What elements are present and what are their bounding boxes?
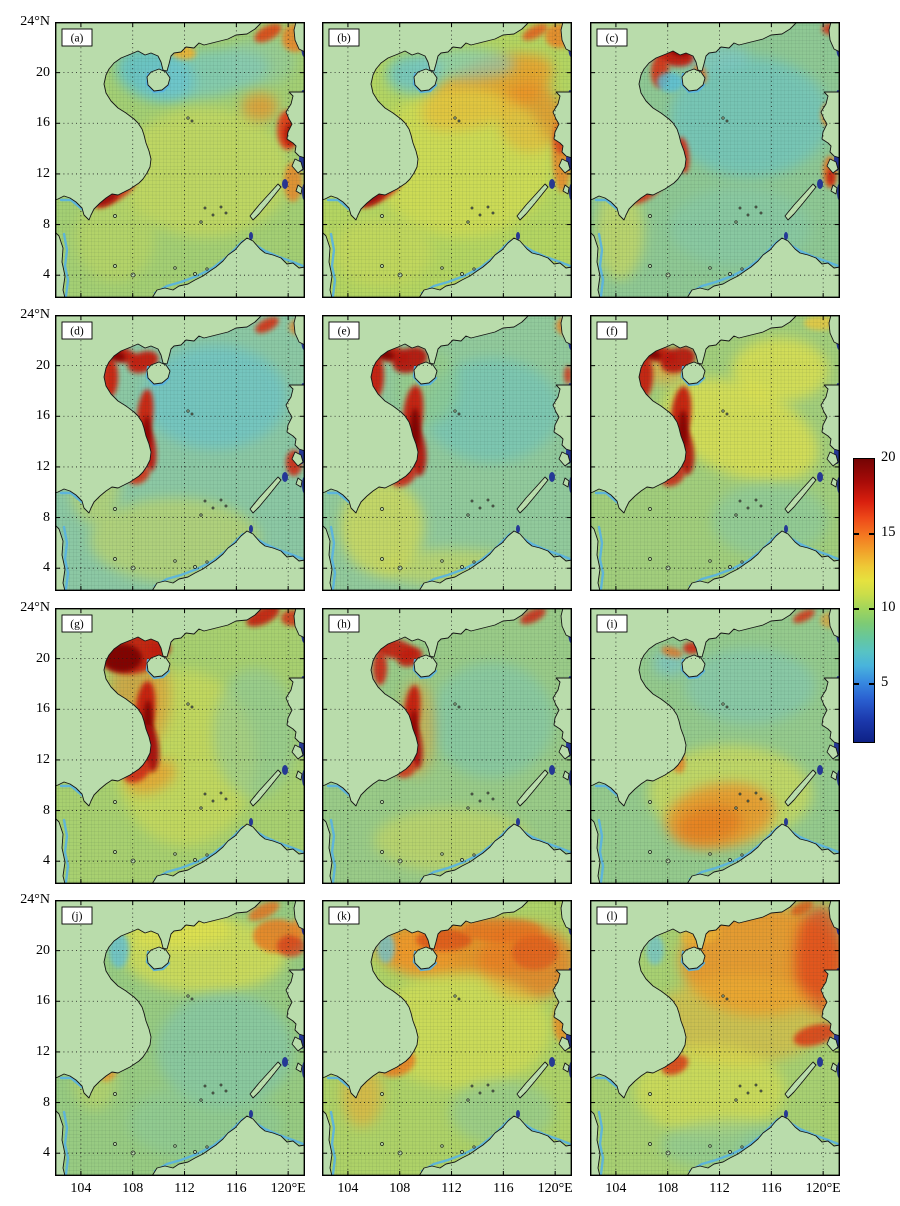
map-panel-a: (a) [55,22,305,298]
panel-label-box [596,906,628,925]
colorbar-tick [869,608,874,610]
panel-label: (e) [338,326,351,338]
map-panel-l: (l) [590,900,840,1176]
panel-label-box [596,614,628,633]
map-panel-f: (f) [590,315,840,591]
colorbar-tick-label: 10 [881,599,896,615]
y-axis-label: 4 [43,267,50,283]
map-canvas: (h) [322,608,572,884]
panel-label: (a) [71,33,84,45]
y-axis-label: 4 [43,560,50,576]
map-canvas: (b) [322,22,572,298]
map-panel-h: (h) [322,608,572,884]
map-canvas: (j) [55,900,305,1176]
x-axis-label: 112 [709,1181,730,1196]
x-axis-label: 104 [70,1181,92,1196]
panel-label: (k) [337,911,351,923]
panel-label-box [596,28,628,47]
y-axis-label: 20 [36,942,50,958]
y-axis-label: 12 [36,165,50,181]
panel-label-box [328,28,360,47]
colorbar-tick-label: 5 [881,674,889,690]
map-canvas: (k) [322,900,572,1176]
panel-label: (d) [70,326,84,338]
x-axis-label: 120°E [270,1181,306,1196]
x-axis-label: 120°E [537,1181,573,1196]
panel-label-box [328,906,360,925]
map-canvas: (a) [55,22,305,298]
y-axis-label: 24°N [20,307,50,322]
x-axis-label: 116 [761,1181,782,1196]
y-axis-label: 24°N [20,600,50,615]
panel-label: (b) [337,33,351,45]
panel-label: (j) [72,911,83,923]
map-canvas: (l) [590,900,840,1176]
y-axis-label: 20 [36,650,50,666]
map-panel-b: (b) [322,22,572,298]
panel-label: (h) [337,619,351,631]
panel-label-box [61,614,93,633]
x-axis-label: 112 [174,1181,195,1196]
y-axis-label: 12 [36,1043,50,1059]
y-axis-label: 8 [43,216,50,232]
y-axis-label: 20 [36,64,50,80]
x-axis-label: 108 [122,1181,144,1196]
y-axis-label: 20 [36,357,50,373]
y-axis-label: 24°N [20,14,50,29]
map-canvas: (e) [322,315,572,591]
colorbar-tick [869,533,874,535]
panel-label-box [61,28,93,47]
colorbar-tick-label: 15 [881,524,896,540]
panel-label-box [61,906,93,925]
colorbar-tick [854,533,859,535]
x-axis-label: 108 [657,1181,679,1196]
x-axis-label: 104 [605,1181,627,1196]
colorbar-tick [869,683,874,685]
map-canvas: (d) [55,315,305,591]
panel-label-box [596,321,628,340]
colorbar-tick [854,683,859,685]
y-axis-label: 8 [43,802,50,818]
panel-label-box [328,614,360,633]
panel-label-box [61,321,93,340]
panel-label-box [328,321,360,340]
panel-label: (l) [607,911,618,923]
map-canvas: (g) [55,608,305,884]
panel-label: (i) [607,619,618,631]
x-axis-label: 104 [337,1181,359,1196]
map-canvas: (i) [590,608,840,884]
y-axis-label: 12 [36,751,50,767]
map-panel-k: (k) [322,900,572,1176]
y-axis-label: 24°N [20,892,50,907]
colorbar-tick [854,608,859,610]
x-axis-label: 112 [441,1181,462,1196]
y-axis-label: 16 [36,408,50,424]
colorbar-tick-label: 20 [881,449,896,465]
colorbar [853,458,875,743]
y-axis-label: 16 [36,993,50,1009]
map-canvas: (c) [590,22,840,298]
map-panel-e: (e) [322,315,572,591]
map-panel-i: (i) [590,608,840,884]
map-panel-d: (d) [55,315,305,591]
x-axis-label: 116 [226,1181,247,1196]
x-axis-label: 116 [493,1181,514,1196]
x-axis-label: 108 [389,1181,411,1196]
map-panel-j: (j) [55,900,305,1176]
panel-label: (f) [606,326,618,338]
x-axis-label: 120°E [805,1181,841,1196]
y-axis-label: 12 [36,458,50,474]
y-axis-label: 16 [36,115,50,131]
y-axis-label: 16 [36,701,50,717]
map-panel-c: (c) [590,22,840,298]
map-panel-g: (g) [55,608,305,884]
panel-label: (g) [70,619,84,631]
y-axis-label: 4 [43,853,50,869]
y-axis-label: 8 [43,509,50,525]
map-canvas: (f) [590,315,840,591]
panel-label: (c) [606,33,619,45]
y-axis-label: 8 [43,1094,50,1110]
y-axis-label: 4 [43,1145,50,1161]
